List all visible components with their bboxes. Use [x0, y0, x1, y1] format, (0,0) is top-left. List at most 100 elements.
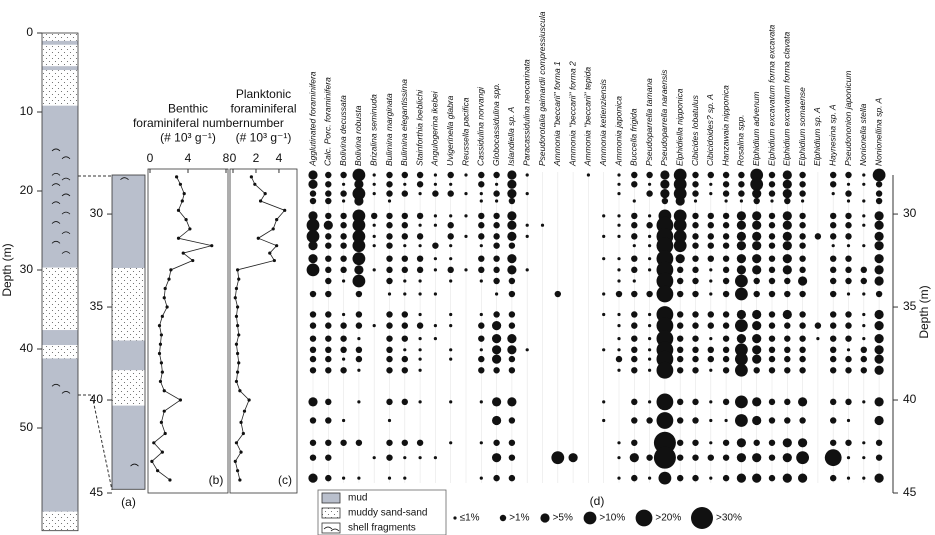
abundance-bubble [387, 418, 392, 423]
abundance-bubble [784, 417, 791, 424]
abundance-bubble [493, 266, 500, 274]
species-label: Elphidium excavatum forma clavata [782, 32, 792, 166]
abundance-bubble [507, 254, 517, 264]
abundance-bubble [325, 398, 332, 406]
lithology-layer [112, 175, 145, 268]
abundance-bubble [736, 309, 747, 320]
abundance-bubble [386, 346, 393, 354]
abundance-bubble [722, 233, 730, 240]
abundance-bubble [540, 223, 545, 227]
x-tick-label: 0 [147, 151, 154, 165]
abundance-bubble [493, 367, 500, 374]
abundance-bubble [648, 324, 652, 328]
abundance-bubble [796, 451, 809, 465]
abundance-bubble [768, 242, 776, 249]
abundance-bubble [845, 398, 852, 406]
abundance-bubble [752, 354, 762, 364]
abundance-bubble [449, 182, 453, 186]
abundance-bubble [340, 233, 347, 240]
abundance-bubble [418, 400, 422, 404]
abundance-bubble [874, 276, 884, 286]
abundance-bubble [722, 322, 730, 329]
legend-shell [323, 526, 333, 530]
data-point [263, 191, 267, 196]
abundance-bubble [308, 397, 318, 407]
abundance-bubble [342, 418, 346, 423]
abundance-bubble [799, 255, 806, 262]
abundance-bubble [830, 417, 837, 424]
abundance-bubble [722, 398, 730, 406]
species-label: Ammonia "beccarii" tepida [583, 67, 593, 167]
abundance-bubble [478, 266, 485, 274]
abundance-bubble [309, 311, 317, 318]
y-tick-label: 30 [90, 206, 104, 220]
abundance-bubble [673, 229, 687, 243]
abundance-bubble [372, 182, 376, 186]
shell-mark [120, 177, 129, 181]
abundance-bubble [617, 324, 621, 328]
abundance-bubble [352, 239, 366, 253]
y-tick-label: 45 [903, 485, 917, 499]
abundance-bubble [631, 355, 638, 363]
abundance-bubble [722, 290, 730, 298]
abundance-bubble [525, 268, 529, 272]
shell-mark [130, 463, 139, 467]
data-point [235, 324, 240, 328]
abundance-bubble [846, 418, 851, 423]
abundance-bubble [617, 476, 621, 480]
abundance-bubble [799, 346, 806, 354]
data-point [158, 379, 163, 384]
abundance-bubble [433, 257, 437, 261]
abundance-bubble [418, 223, 422, 227]
abundance-bubble [692, 181, 699, 188]
abundance-bubble [707, 255, 714, 262]
abundance-bubble [752, 453, 762, 463]
panel-label: (b) [209, 473, 224, 487]
abundance-bubble [464, 268, 468, 272]
abundance-bubble [386, 222, 393, 229]
abundance-bubble [830, 311, 837, 318]
abundance-bubble [692, 212, 699, 220]
abundance-bubble [478, 233, 485, 240]
abundance-bubble [525, 191, 529, 196]
y-tick-label: 40 [903, 392, 917, 406]
abundance-bubble [308, 170, 318, 180]
data-point [184, 218, 188, 222]
abundance-bubble [709, 292, 713, 296]
abundance-bubble [525, 223, 529, 227]
y-axis-label: Depth (m) [917, 285, 931, 338]
abundance-bubble [782, 231, 792, 241]
abundance-bubble [401, 255, 408, 262]
abundance-bubble [478, 255, 485, 262]
data-point [162, 389, 166, 393]
abundance-bubble [846, 476, 851, 480]
abundance-bubble [875, 181, 883, 188]
abundance-bubble [722, 222, 730, 229]
abundance-bubble [325, 474, 332, 482]
abundance-bubble [677, 417, 684, 424]
abundance-bubble [325, 233, 332, 240]
abundance-bubble [449, 214, 453, 218]
abundance-bubble [845, 212, 852, 220]
abundance-bubble [493, 255, 500, 262]
shell-mark [51, 201, 61, 205]
abundance-bubble [323, 220, 333, 230]
abundance-bubble [831, 244, 835, 248]
abundance-bubble [617, 173, 621, 177]
abundance-bubble [386, 181, 393, 188]
abundance-bubble [677, 346, 684, 354]
abundance-bubble [677, 355, 684, 363]
species-label: Bolivina decussata [338, 95, 348, 166]
abundance-bubble [447, 190, 454, 197]
abundance-bubble [752, 220, 762, 230]
abundance-bubble [493, 474, 500, 482]
abundance-bubble [508, 417, 516, 424]
species-label: Haynesina sp. A [827, 104, 837, 166]
species-label: Elphidiella nipponica [674, 88, 684, 166]
abundance-bubble [752, 254, 762, 264]
lithology-layer [42, 511, 78, 531]
data-point [239, 450, 243, 454]
abundance-bubble [722, 242, 730, 249]
abundance-bubble [830, 355, 837, 363]
abundance-bubble [325, 290, 332, 298]
